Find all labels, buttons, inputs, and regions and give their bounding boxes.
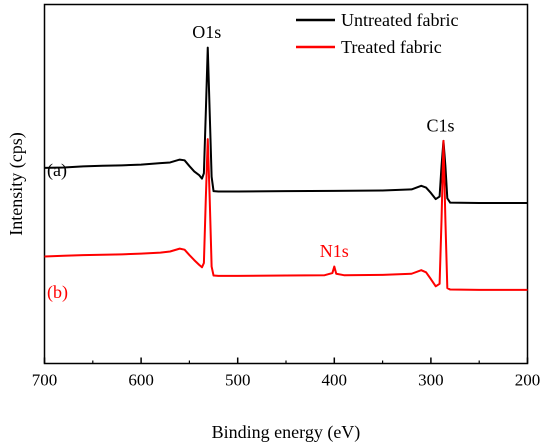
peak-label-c1s: C1s bbox=[427, 115, 455, 135]
x-tick-label-600: 600 bbox=[128, 371, 154, 390]
x-tick-label-200: 200 bbox=[515, 371, 541, 390]
x-tick-label-700: 700 bbox=[32, 371, 58, 390]
legend-label-treated: Treated fabric bbox=[341, 37, 442, 57]
series-tag-untreated: (a) bbox=[47, 160, 67, 181]
x-tick-label-300: 300 bbox=[418, 371, 444, 390]
plot-frame bbox=[43, 3, 529, 365]
y-axis-title: Intensity (cps) bbox=[6, 132, 27, 235]
x-axis-title: Binding energy (eV) bbox=[212, 422, 361, 443]
series-line-untreated bbox=[44, 46, 528, 205]
x-tick-label-400: 400 bbox=[322, 371, 348, 390]
x-tick-label-500: 500 bbox=[225, 371, 251, 390]
series-tag-treated: (b) bbox=[47, 282, 68, 303]
series-group bbox=[44, 46, 528, 291]
series-line-treated bbox=[44, 138, 528, 291]
legend-label-untreated: Untreated fabric bbox=[341, 10, 458, 30]
peak-label-n1s: N1s bbox=[320, 241, 349, 261]
peak-annotations: O1s C1s N1s bbox=[192, 22, 454, 261]
peak-label-o1s: O1s bbox=[192, 22, 221, 42]
legend: Untreated fabric Treated fabric bbox=[296, 10, 458, 57]
x-axis-ticks bbox=[43, 357, 529, 364]
x-axis-tick-labels: 700 600 500 400 300 200 bbox=[32, 371, 541, 390]
